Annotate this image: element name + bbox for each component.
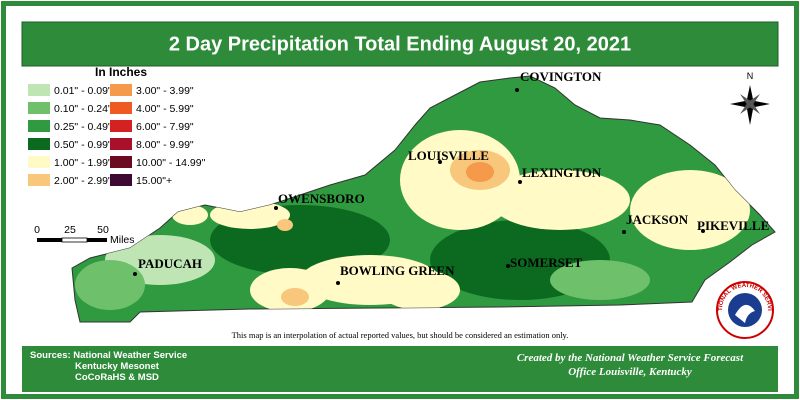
legend-label: 3.00" - 3.99": [136, 85, 194, 97]
kentucky-map: COVINGTON LOUISVILLE LEXINGTON OWENSBORO…: [71, 69, 776, 323]
legend-swatch: [110, 138, 132, 150]
legend-swatch: [110, 84, 132, 96]
city-label: BOWLING GREEN: [340, 263, 455, 278]
scale-label: 0: [34, 224, 40, 236]
legend-label: 0.50" - 0.99": [54, 139, 112, 151]
city-label: OWENSBORO: [278, 191, 365, 206]
legend-title: In Inches: [95, 65, 147, 79]
legend-swatch: [28, 174, 50, 186]
legend-label: 2.00" - 2.99": [54, 175, 112, 187]
compass-label: N: [747, 71, 754, 81]
city-label: LOUISVILLE: [408, 148, 489, 163]
title: 2 Day Precipitation Total Ending August …: [169, 33, 631, 55]
legend-swatch: [28, 156, 50, 168]
legend: 0.01" - 0.09" 0.10" - 0.24" 0.25" - 0.49" 0…: [28, 84, 206, 187]
legend-swatch: [110, 174, 132, 186]
source-line: Kentucky Mesonet: [75, 361, 160, 372]
scale-bar: 0 25 50 Miles: [34, 224, 134, 246]
credit-line: Created by the National Weather Service …: [517, 352, 744, 364]
legend-swatch: [28, 102, 50, 114]
legend-label: 8.00" - 9.99": [136, 139, 194, 151]
legend-label: 4.00" - 5.99": [136, 103, 194, 115]
legend-swatch: [28, 120, 50, 132]
scale-unit: Miles: [110, 234, 135, 246]
precip-areas: [75, 130, 750, 312]
legend-swatch: [110, 156, 132, 168]
credit-line: Office Louisville, Kentucky: [568, 366, 692, 378]
city-label: LEXINGTON: [522, 165, 602, 180]
scale-label: 25: [64, 224, 76, 236]
city-label: PIKEVILLE: [697, 218, 769, 233]
compass: N: [730, 71, 770, 125]
legend-label: 0.25" - 0.49": [54, 121, 112, 133]
legend-label: 15.00"+: [136, 175, 172, 187]
legend-label: 0.01" - 0.09": [54, 85, 112, 97]
legend-label: 0.10" - 0.24": [54, 103, 112, 115]
legend-swatch: [28, 138, 50, 150]
city-label: SOMERSET: [510, 255, 583, 270]
title-bar: [21, 21, 779, 67]
legend-label: 6.00" - 7.99": [136, 121, 194, 133]
legend-label: 1.00" - 1.99": [54, 157, 112, 169]
city-dots: [133, 88, 705, 285]
source-line: Sources: National Weather Service: [30, 350, 187, 361]
legend-swatch: [28, 84, 50, 96]
city-label: COVINGTON: [520, 69, 602, 84]
scale-label: 50: [97, 224, 109, 236]
source-line: CoCoRaHS & MSD: [75, 372, 159, 383]
footer-bar: [22, 346, 778, 392]
legend-swatch: [110, 120, 132, 132]
legend-label: 10.00" - 14.99": [136, 157, 206, 169]
disclaimer: This map is an interpolation of actual r…: [232, 330, 569, 340]
city-label: JACKSON: [626, 212, 689, 227]
legend-swatch: [110, 102, 132, 114]
city-label: PADUCAH: [138, 256, 202, 271]
